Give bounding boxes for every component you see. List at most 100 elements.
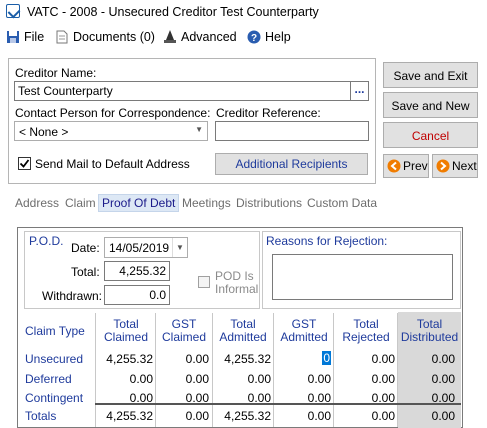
next-button[interactable]: Next xyxy=(432,154,478,178)
tab-strip: Address Claim Proof Of Debt Meetings Dis… xyxy=(0,194,487,214)
reasons-label: Reasons for Rejection: xyxy=(266,234,388,248)
tab-address[interactable]: Address xyxy=(15,196,60,210)
cell-total-claimed[interactable]: 4,255.32 xyxy=(106,352,153,366)
col-header-line: Rejected xyxy=(342,330,390,344)
prev-button[interactable]: Prev xyxy=(383,154,429,178)
total-rejected: 0.00 xyxy=(371,409,395,423)
pod-total-input[interactable]: 4,255.32 xyxy=(104,261,170,281)
col-header-line: Admitted xyxy=(219,330,267,344)
creditor-name-input[interactable]: Test Counterparty xyxy=(14,81,351,101)
cell-total-claimed[interactable]: 0.00 xyxy=(129,372,153,386)
arrow-left-icon xyxy=(387,159,401,173)
col-header-gst-admitted: GST Admitted xyxy=(276,318,332,344)
cell-gst-admitted-selected-value: 0 xyxy=(322,351,331,365)
cell-total-rejected[interactable]: 0.00 xyxy=(371,352,395,366)
distributed-column-bg xyxy=(398,312,461,428)
help-icon: ? xyxy=(247,30,261,44)
save-and-new-button[interactable]: Save and New xyxy=(383,92,478,118)
menu-bar: File Documents (0) Advanced ? Help xyxy=(0,27,487,49)
menu-advanced[interactable]: Advanced xyxy=(163,30,237,44)
col-header-total-claimed: Total Claimed xyxy=(100,318,152,344)
cell-total-distributed: 0.00 xyxy=(431,372,455,386)
cell-total-distributed: 0.00 xyxy=(431,352,455,366)
menu-file-label: File xyxy=(24,30,45,44)
col-header-line: Total xyxy=(113,317,139,331)
cell-gst-claimed[interactable]: 0.00 xyxy=(185,352,209,366)
window-title: VATC - 2008 - Unsecured Creditor Test Co… xyxy=(27,5,319,19)
cell-total-rejected[interactable]: 0.00 xyxy=(371,372,395,386)
reasons-textarea[interactable] xyxy=(272,254,453,300)
total-admitted: 4,255.32 xyxy=(224,409,271,423)
total-claimed: 4,255.32 xyxy=(106,409,153,423)
checkmark-icon xyxy=(19,159,30,168)
col-header-line: Claimed xyxy=(161,330,206,344)
cell-total-admitted[interactable]: 0.00 xyxy=(247,391,271,405)
creditor-group xyxy=(8,58,376,184)
app-icon xyxy=(6,4,20,18)
col-header-claim-type: Claim Type xyxy=(25,324,85,338)
cell-total-admitted[interactable]: 0.00 xyxy=(247,372,271,386)
pod-informal-label-2: Informal xyxy=(215,282,259,296)
tab-proof-of-debt[interactable]: Proof Of Debt xyxy=(98,194,180,212)
creditor-reference-input[interactable] xyxy=(215,121,369,141)
tab-distributions[interactable]: Distributions xyxy=(236,196,303,210)
cell-total-distributed: 0.00 xyxy=(431,391,455,405)
pod-withdrawn-input[interactable]: 0.0 xyxy=(104,285,170,305)
reasons-box xyxy=(262,231,461,309)
menu-documents[interactable]: Documents (0) xyxy=(55,30,155,44)
wizard-icon xyxy=(163,30,177,44)
row-label-totals: Totals xyxy=(25,409,57,423)
divider xyxy=(155,313,156,427)
cell-gst-admitted-editing[interactable]: 0 xyxy=(274,351,331,365)
total-distributed: 0.00 xyxy=(431,409,455,423)
creditor-name-label: Creditor Name: xyxy=(15,66,97,80)
cell-total-admitted[interactable]: 4,255.32 xyxy=(224,352,271,366)
cancel-button[interactable]: Cancel xyxy=(383,122,478,148)
menu-file[interactable]: File xyxy=(6,30,44,44)
tab-claim[interactable]: Claim xyxy=(65,196,96,210)
save-and-exit-button[interactable]: Save and Exit xyxy=(383,62,478,88)
col-header-total-distributed: Total Distributed xyxy=(398,318,461,344)
contact-select-value: < None > xyxy=(19,125,69,139)
browse-creditor-button[interactable]: ... xyxy=(351,81,369,101)
col-header-line: Claimed xyxy=(103,330,148,344)
tab-meetings[interactable]: Meetings xyxy=(182,196,231,210)
title-bar: VATC - 2008 - Unsecured Creditor Test Co… xyxy=(0,0,487,24)
row-label-unsecured: Unsecured xyxy=(25,352,84,366)
pod-informal-checkbox[interactable] xyxy=(198,276,210,288)
pod-informal-label-1: POD Is xyxy=(215,269,254,283)
pod-date-label: Date: xyxy=(71,241,100,255)
total-gst-admitted: 0.00 xyxy=(307,409,331,423)
pod-date-picker[interactable]: 14/05/2019 ▼ xyxy=(104,237,188,258)
additional-recipients-button[interactable]: Additional Recipients xyxy=(215,153,368,175)
menu-help[interactable]: ? Help xyxy=(247,30,291,44)
pod-total-label: Total: xyxy=(71,265,100,279)
menu-advanced-label: Advanced xyxy=(181,30,237,44)
creditor-reference-label: Creditor Reference: xyxy=(216,106,321,120)
col-header-total-rejected: Total Rejected xyxy=(336,318,396,344)
send-mail-checkbox[interactable] xyxy=(18,157,31,170)
cell-gst-claimed[interactable]: 0.00 xyxy=(185,391,209,405)
next-button-label: Next xyxy=(452,159,477,173)
tab-custom-data[interactable]: Custom Data xyxy=(307,196,378,210)
cell-total-claimed[interactable]: 0.00 xyxy=(129,391,153,405)
cell-gst-admitted[interactable]: 0.00 xyxy=(307,391,331,405)
cell-gst-claimed[interactable]: 0.00 xyxy=(185,372,209,386)
svg-text:?: ? xyxy=(251,33,257,44)
divider xyxy=(333,313,334,427)
row-label-contingent: Contingent xyxy=(25,391,84,405)
menu-help-label: Help xyxy=(265,30,291,44)
pod-box xyxy=(24,231,260,309)
cell-total-rejected[interactable]: 0.00 xyxy=(371,391,395,405)
contact-select[interactable]: < None > ▼ xyxy=(14,121,208,141)
col-header-total-admitted: Total Admitted xyxy=(215,318,271,344)
col-header-line: Total xyxy=(416,317,443,331)
pod-section-label: P.O.D. xyxy=(29,234,64,248)
col-header-line: Admitted xyxy=(280,330,328,344)
chevron-down-icon: ▼ xyxy=(195,125,203,134)
row-label-deferred: Deferred xyxy=(25,372,72,386)
cell-gst-admitted[interactable]: 0.00 xyxy=(307,372,331,386)
prev-button-label: Prev xyxy=(403,159,428,173)
totals-divider xyxy=(95,403,461,405)
chevron-down-icon: ▼ xyxy=(172,238,187,257)
